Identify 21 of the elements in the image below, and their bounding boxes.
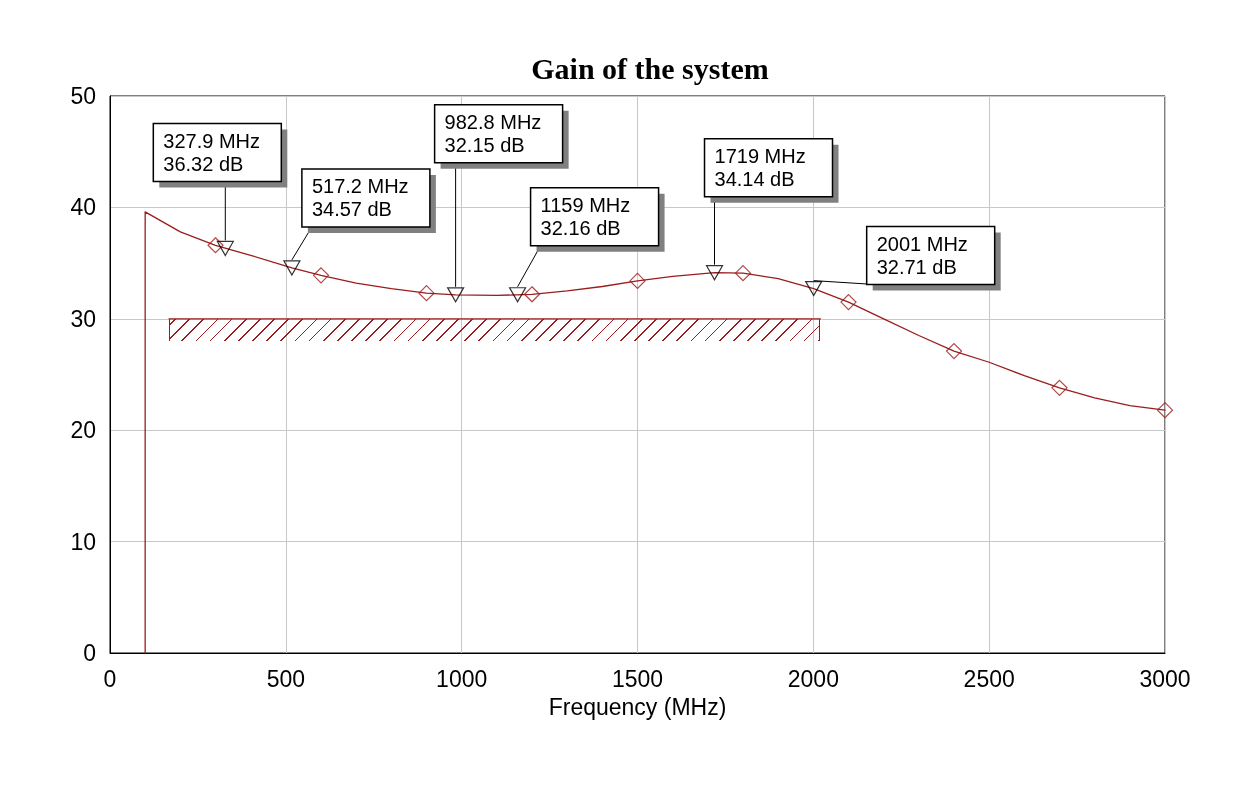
y-tick-label: 50 xyxy=(70,83,96,109)
x-tick-label: 1500 xyxy=(611,665,664,692)
annotation: 1719 MHz 34.14 dB xyxy=(714,145,806,191)
annotation: 2001 MHz 32.71 dB xyxy=(876,233,968,279)
annotation: 327.9 MHz 36.32 dB xyxy=(163,129,261,175)
y-tick-label: 20 xyxy=(70,417,96,444)
x-tick-label: 3000 xyxy=(1139,665,1191,692)
x-tick-label: 1000 xyxy=(436,665,488,692)
x-tick-label: 500 xyxy=(266,665,306,692)
annotation: 517.2 MHz 34.57 dB xyxy=(311,175,409,221)
y-tick-label: 30 xyxy=(70,305,96,332)
y-tick-label: 0 xyxy=(83,640,96,666)
x-axis-title: Frequency (MHz) xyxy=(548,693,727,720)
chart-title: Gain of the system xyxy=(531,51,769,85)
annotation: 1159 MHz 32.16 dB xyxy=(540,194,631,240)
y-tick-label: 40 xyxy=(70,194,96,221)
y-tick-label: 10 xyxy=(70,528,96,555)
annotation: 982.8 MHz 32.15 dB xyxy=(444,111,542,157)
x-tick-label: 2000 xyxy=(787,665,839,692)
x-tick-label: 0 xyxy=(103,665,117,692)
x-tick-label: 2500 xyxy=(963,665,1015,692)
